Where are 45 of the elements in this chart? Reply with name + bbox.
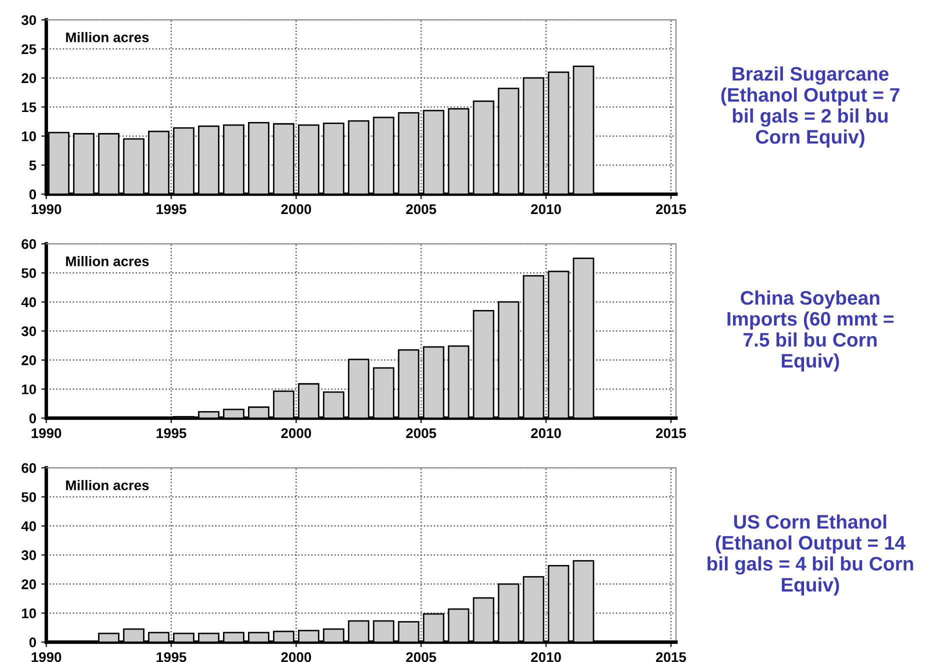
y-tick-label: 40 [21, 521, 36, 532]
y-tick-label: 10 [22, 384, 36, 394]
y-tick-label: 20 [22, 579, 36, 590]
y-tick-label: 40 [21, 297, 36, 308]
x-tick-label: 2010 [531, 428, 561, 438]
y-tick-label: 30 [21, 326, 36, 336]
y-tick-label: 30 [21, 550, 36, 560]
y-tick-label: 50 [22, 492, 36, 502]
x-tick-label: 2005 [406, 204, 436, 214]
y-tick-label: 60 [22, 463, 36, 473]
x-tick-label: 2000 [281, 428, 312, 438]
y-axis-title: Million acres [66, 480, 149, 490]
x-tick-label: 2000 [281, 652, 312, 662]
x-tick-label: 1995 [156, 428, 186, 438]
y-tick-label: 0 [29, 637, 36, 648]
x-tick-label: 1995 [156, 652, 186, 662]
y-tick-label: 5 [29, 160, 36, 170]
y-tick-label: 25 [22, 44, 36, 54]
x-tick-label: 2005 [406, 652, 436, 662]
x-tick-label: 2010 [531, 652, 561, 662]
y-tick-label: 10 [22, 131, 36, 142]
y-tick-label: 10 [22, 608, 36, 618]
x-tick-label: 1995 [156, 204, 186, 214]
y-tick-label: 0 [29, 414, 36, 424]
text: Brazil Sugarcane (Ethanol Output = 7 bil gals = 2 bil bu Corn Equiv) [721, 66, 900, 148]
x-tick-label: 2015 [656, 652, 686, 662]
y-axis-title: Million acres [66, 32, 149, 42]
x-tick-label: 1990 [32, 204, 62, 214]
x-tick-label: 2015 [656, 428, 686, 438]
x-tick-label: 2005 [406, 428, 436, 438]
text: China Soybean Imports (60 mmt = 7.5 bil bu Corn Equiv) [728, 290, 894, 372]
x-tick-label: 1990 [32, 652, 62, 662]
x-tick-label: 2000 [281, 204, 312, 214]
x-tick-label: 1990 [32, 428, 62, 438]
y-tick-label: 0 [29, 190, 36, 200]
y-tick-label: 20 [22, 355, 36, 366]
y-axis-title: Million acres [66, 256, 149, 266]
text: US Corn Ethanol (Ethanol Output = 14 bil gals = 4 bil bu Corn Equiv) [708, 514, 914, 596]
y-tick-label: 50 [22, 268, 36, 278]
y-tick-label: 15 [22, 102, 36, 112]
x-tick-label: 2015 [656, 204, 686, 214]
y-tick-label: 60 [22, 239, 36, 250]
y-tick-label: 20 [22, 73, 36, 84]
x-tick-label: 2010 [531, 204, 561, 214]
y-tick-label: 30 [21, 15, 36, 26]
